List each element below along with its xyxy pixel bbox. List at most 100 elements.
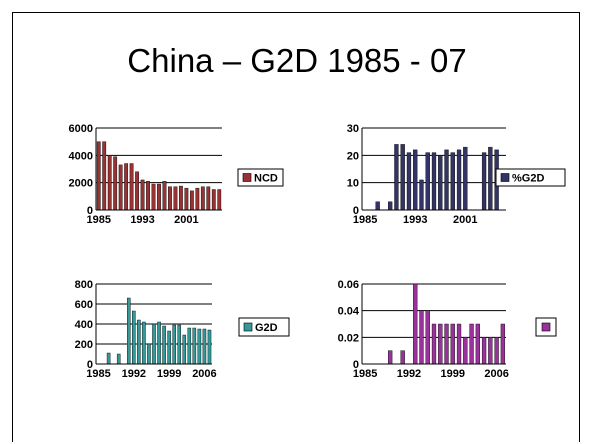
bar [187, 327, 192, 365]
bar [456, 323, 462, 365]
bar [113, 156, 118, 211]
bar [494, 337, 499, 365]
bar [206, 186, 211, 211]
bar [211, 189, 216, 211]
y-tick-label: 600 [75, 299, 93, 311]
x-tick-label: 1993 [130, 214, 154, 226]
bar [394, 144, 399, 211]
bar [106, 352, 111, 365]
legend-swatch [500, 173, 510, 182]
bar [500, 323, 506, 365]
x-tick-label: 1999 [441, 368, 465, 380]
bar [173, 186, 178, 211]
slide-title: China – G2D 1985 - 07 [127, 42, 467, 79]
legend-swatch [242, 173, 252, 182]
x-tick-label: 1985 [353, 368, 377, 380]
bar [207, 329, 212, 365]
bar [419, 310, 424, 365]
bar [168, 186, 172, 211]
x-tick-label: 2001 [453, 214, 477, 226]
legend-swatch [243, 322, 253, 332]
x-tick-label: 1993 [403, 214, 427, 226]
y-tick-label: 30 [347, 123, 359, 135]
bar [488, 337, 493, 365]
x-tick-label: 1999 [157, 368, 181, 380]
bar [152, 323, 156, 365]
bar [182, 334, 187, 365]
bar [107, 155, 112, 211]
legend-box [238, 317, 290, 337]
bar [184, 187, 189, 211]
y-tick-label: 2000 [69, 178, 93, 190]
y-tick-label: 10 [347, 178, 359, 190]
bar [400, 350, 405, 365]
y-tick-label: 200 [75, 339, 93, 351]
legend-box [495, 168, 566, 187]
bar [142, 321, 146, 365]
bar [137, 319, 141, 365]
bar [444, 323, 449, 365]
bar [475, 323, 480, 365]
bar [177, 324, 181, 365]
bar [481, 152, 487, 211]
y-tick-label: 0.06 [338, 279, 359, 291]
bar [388, 350, 393, 365]
legend-swatch [541, 322, 551, 332]
bar [202, 328, 207, 365]
bar [463, 337, 468, 365]
bar [146, 181, 150, 211]
legend-label: G2D [255, 322, 278, 334]
x-tick-label: 1985 [86, 214, 110, 226]
bar [217, 189, 222, 211]
bar [400, 144, 405, 211]
bar [129, 163, 134, 211]
bar [167, 330, 171, 365]
y-tick-label: 400 [75, 319, 93, 331]
bar [140, 179, 145, 211]
bar [431, 152, 437, 211]
x-tick-label: 1992 [397, 368, 421, 380]
y-tick-label: 0 [87, 205, 93, 217]
bar [413, 149, 418, 211]
bar [132, 310, 136, 365]
bar [157, 321, 161, 365]
y-tick-label: 6000 [69, 123, 93, 135]
bar [406, 152, 412, 211]
legend-label: NCD [254, 173, 278, 185]
y-tick-label: 800 [75, 279, 93, 291]
bar [197, 328, 202, 365]
y-tick-label: 0.04 [338, 306, 360, 318]
bar [488, 146, 493, 211]
bar [450, 152, 455, 211]
bar [425, 310, 430, 365]
y-tick-label: 0 [353, 205, 359, 217]
bar [162, 325, 166, 365]
bar [438, 323, 443, 365]
bar [438, 155, 443, 211]
bar [116, 353, 121, 365]
bar [102, 141, 107, 211]
y-tick-label: 0 [353, 359, 359, 371]
y-tick-label: 20 [347, 150, 359, 162]
x-tick-label: 2006 [484, 368, 508, 380]
bar [118, 164, 123, 211]
bar [444, 149, 449, 211]
bar [147, 343, 151, 365]
y-tick-label: 0 [87, 359, 93, 371]
bar [192, 327, 197, 365]
x-tick-label: 2001 [174, 214, 198, 226]
bar [162, 181, 167, 211]
bar [463, 146, 468, 211]
bar [431, 323, 437, 365]
bar [124, 163, 129, 211]
bar [413, 283, 418, 365]
bar [469, 323, 474, 365]
x-tick-label: 1985 [353, 214, 377, 226]
bar [200, 186, 205, 211]
bar [157, 183, 161, 211]
bar [195, 187, 200, 211]
bar [450, 323, 455, 365]
bar [425, 152, 430, 211]
